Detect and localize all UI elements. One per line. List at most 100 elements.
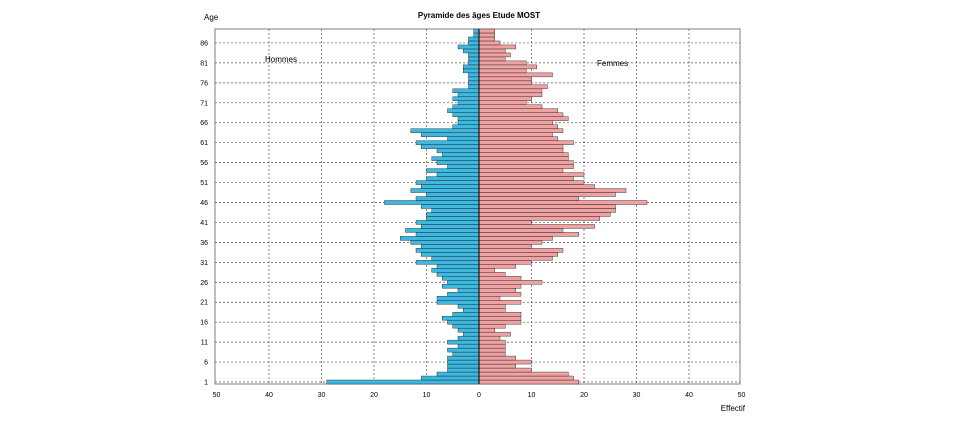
- bar-femmes: [478, 363, 516, 369]
- bar-femmes: [478, 192, 616, 197]
- bar-femmes: [478, 355, 516, 361]
- bar-femmes: [478, 196, 579, 201]
- bar-hommes: [415, 248, 480, 253]
- series-label-femmes: Femmes: [597, 59, 628, 68]
- bar-femmes: [478, 176, 574, 181]
- bar-femmes: [478, 160, 574, 165]
- bar-femmes: [478, 327, 495, 333]
- bar-femmes: [478, 136, 558, 141]
- bar-femmes: [478, 208, 616, 213]
- bar-hommes: [421, 184, 480, 189]
- bar-femmes: [478, 248, 564, 253]
- bar-femmes: [478, 252, 558, 257]
- bar-femmes: [478, 96, 532, 101]
- bar-femmes: [478, 180, 585, 185]
- bar-hommes: [463, 308, 480, 313]
- bar-femmes: [478, 347, 506, 353]
- bar-femmes: [478, 124, 558, 129]
- bar-femmes: [478, 148, 564, 153]
- x-tick-label: 30: [318, 392, 326, 399]
- bar-femmes: [478, 256, 553, 261]
- y-tick-label: 16: [200, 320, 208, 327]
- bar-hommes: [463, 48, 480, 54]
- bar-femmes: [478, 268, 495, 273]
- bar-hommes: [421, 375, 480, 381]
- bar-hommes: [468, 80, 480, 86]
- bar-femmes: [478, 84, 548, 90]
- bar-hommes: [447, 280, 480, 285]
- bar-femmes: [478, 371, 569, 377]
- bar-hommes: [431, 156, 480, 161]
- y-tick-label: 26: [200, 280, 208, 287]
- bar-hommes: [468, 56, 480, 62]
- x-tick-label: 50: [213, 392, 221, 399]
- bar-hommes: [457, 100, 480, 105]
- bar-hommes: [426, 176, 480, 181]
- bar-hommes: [431, 256, 480, 261]
- bar-hommes: [468, 52, 480, 58]
- bar-hommes: [415, 140, 480, 145]
- y-tick-label: 81: [200, 60, 208, 67]
- bar-hommes: [457, 343, 480, 349]
- bar-hommes: [436, 300, 480, 305]
- bar-femmes: [478, 276, 522, 281]
- bar-femmes: [478, 315, 522, 321]
- bar-femmes: [478, 323, 506, 329]
- bar-femmes: [478, 284, 522, 289]
- bar-femmes: [478, 220, 532, 225]
- bar-hommes: [415, 260, 480, 265]
- bar-femmes: [478, 375, 574, 381]
- bar-hommes: [447, 367, 480, 373]
- bar-hommes: [421, 132, 480, 137]
- bar-femmes: [478, 319, 522, 325]
- series-label-hommes: Hommes: [265, 55, 297, 64]
- bar-hommes: [447, 292, 480, 297]
- bar-femmes: [478, 40, 501, 46]
- bar-femmes: [478, 104, 543, 109]
- bar-femmes: [478, 152, 569, 157]
- y-tick-label: 56: [200, 160, 208, 167]
- y-tick-label: 41: [200, 220, 208, 227]
- bar-hommes: [426, 192, 480, 197]
- bar-hommes: [436, 371, 480, 377]
- y-tick-label: 36: [200, 240, 208, 247]
- x-tick-label: 40: [265, 392, 273, 399]
- bar-femmes: [478, 308, 506, 313]
- y-tick-label: 76: [200, 80, 208, 87]
- bar-femmes: [478, 100, 527, 105]
- bar-hommes: [421, 144, 480, 149]
- bar-hommes: [452, 104, 480, 109]
- bar-hommes: [436, 272, 480, 277]
- bar-hommes: [473, 32, 480, 38]
- bar-femmes: [478, 88, 543, 94]
- bar-femmes: [478, 60, 527, 66]
- bar-femmes: [478, 156, 569, 161]
- y-tick-label: 31: [200, 260, 208, 267]
- bar-femmes: [478, 236, 553, 241]
- bar-femmes: [478, 272, 506, 277]
- bar-femmes: [478, 140, 574, 145]
- y-tick-label: 21: [200, 300, 208, 307]
- bar-hommes: [457, 92, 480, 98]
- bar-femmes: [478, 28, 495, 34]
- y-tick-label: 46: [200, 200, 208, 207]
- bar-femmes: [478, 76, 532, 82]
- bar-hommes: [447, 319, 480, 325]
- bar-hommes: [463, 68, 480, 74]
- y-tick-label: 71: [200, 100, 208, 107]
- bar-femmes: [478, 216, 600, 221]
- x-tick-label: 40: [685, 392, 693, 399]
- bar-hommes: [468, 72, 480, 78]
- bar-femmes: [478, 168, 564, 173]
- bar-femmes: [478, 240, 543, 245]
- x-tick-labels: 50 40 30 20 10 0 10 20 30 40 50: [213, 392, 746, 399]
- y-tick-label: 1: [204, 380, 208, 387]
- bar-hommes: [468, 40, 480, 46]
- bar-femmes: [478, 36, 495, 42]
- bar-hommes: [457, 116, 480, 121]
- y-axis-label: Age: [204, 13, 219, 22]
- bar-hommes: [447, 359, 480, 365]
- bar-hommes: [452, 112, 480, 117]
- bar-femmes: [478, 312, 522, 317]
